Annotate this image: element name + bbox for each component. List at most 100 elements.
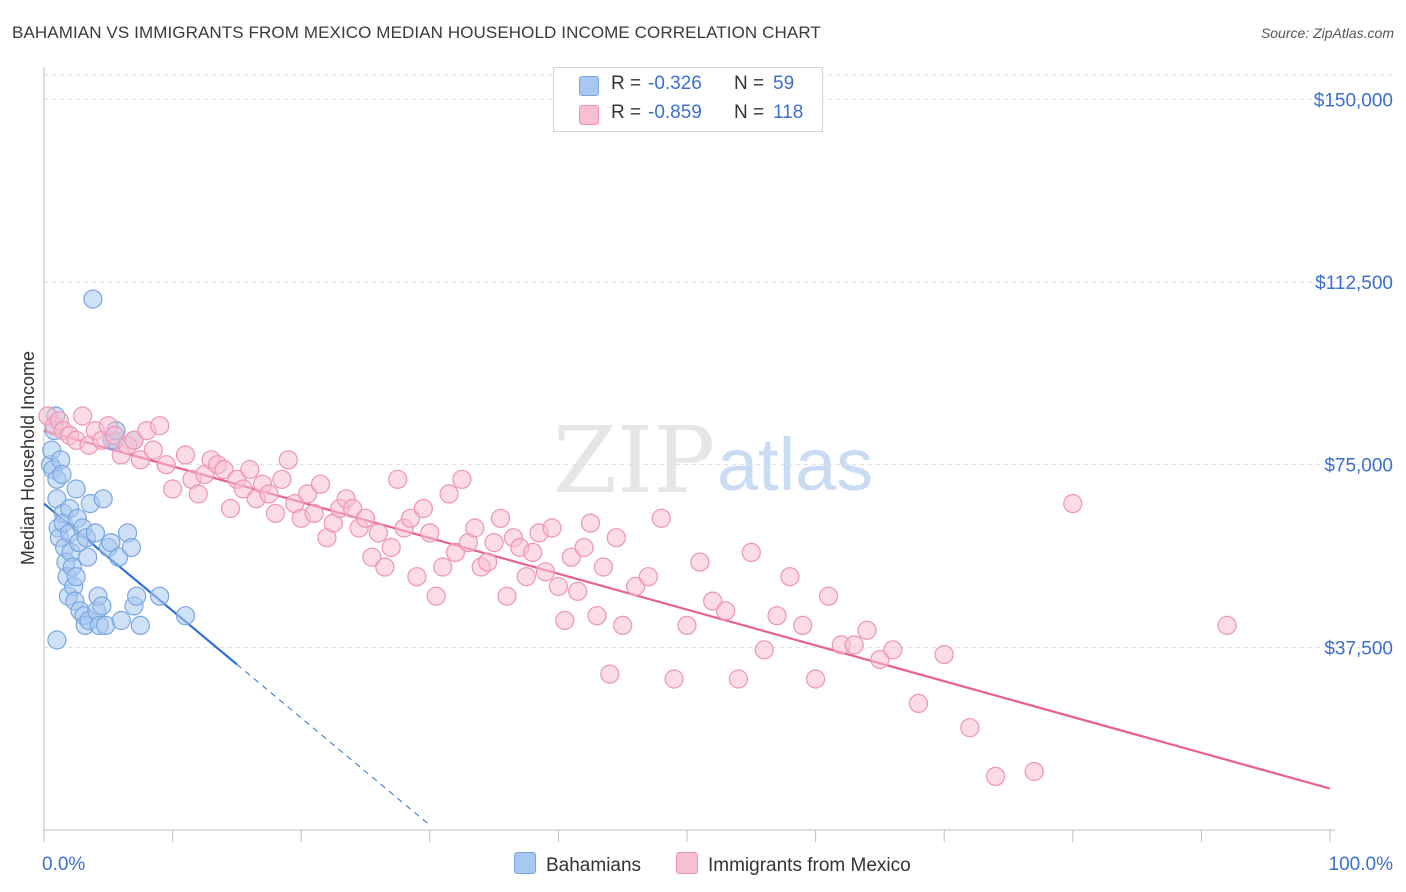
gridlines [44,74,1395,648]
data-point [741,542,761,563]
data-point [407,567,427,587]
data-point [523,542,543,563]
data-point [413,498,433,519]
data-point [150,586,170,606]
data-point [400,508,421,528]
data-point [516,567,536,587]
data-point [111,610,131,631]
r-label: R = [611,73,642,94]
data-point [497,586,517,606]
data-point [625,576,646,597]
data-point [715,601,736,621]
data-point [214,459,234,480]
data-point [298,484,318,504]
tick-labels: $37,500 $75,000 $112,500 $150,000 0.0% 100.0% [42,90,1393,875]
data-point [593,557,614,577]
data-point [870,649,890,670]
data-point [368,523,388,543]
n-value: 59 [773,73,795,94]
r-value: -0.859 [648,102,702,123]
data-point [83,289,103,309]
y-tick-label: $112,500 [1315,273,1393,294]
data-point [272,469,292,489]
data-point [651,508,671,528]
legend-label-bahamians: Bahamians [546,855,642,876]
data-point [265,503,286,524]
data-point [175,606,196,626]
data-point [767,606,787,626]
legend-swatch-mexico [579,105,599,125]
data-point [156,455,176,475]
data-point [130,615,150,636]
data-point [381,537,401,558]
data-point [793,615,813,636]
data-point [568,581,588,601]
data-point [130,450,150,470]
data-point [163,479,183,499]
correlation-legend: R = -0.326 N = 59 R = -0.859 N = 118 [553,67,823,132]
data-point [600,664,620,684]
legend-swatch-mexico [676,852,698,874]
y-tick-label: $150,000 [1314,90,1393,111]
data-point [535,562,556,582]
data-point [548,576,569,597]
data-point [92,596,112,616]
data-point [278,450,298,470]
data-point [240,459,260,480]
data-point [78,547,98,567]
data-point [606,528,626,548]
data-point [85,523,106,543]
data-point [124,430,144,450]
data-point [805,669,826,689]
legend-item-mexico[interactable]: Immigrants from Mexico [676,852,911,877]
data-point [728,669,749,689]
data-point [343,498,363,519]
data-point [484,532,504,553]
x-tick-label-min: 0.0% [42,854,85,875]
data-point [52,464,72,484]
data-point [66,567,86,587]
data-point [426,586,446,606]
data-point [259,484,279,504]
watermark-zip: ZIP [553,407,715,514]
data-point [677,615,697,636]
data-point [1024,761,1044,782]
data-point [574,537,594,558]
data-point [355,508,376,528]
data-point [754,640,774,660]
data-point [664,669,684,689]
data-point [108,547,129,567]
data-point [542,518,562,538]
data-point [388,469,408,489]
data-point [985,766,1006,787]
r-value: -0.326 [648,73,702,94]
data-point [465,518,485,538]
data-point [703,591,723,611]
data-point [490,508,511,528]
data-point [304,503,324,524]
data-point [587,606,607,626]
data-point [150,416,170,436]
data-point [452,469,472,489]
data-point [375,557,395,577]
n-label: N = [734,102,765,123]
data-point [105,425,125,446]
data-point [908,693,929,714]
data-point [818,586,839,606]
y-tick-label: $37,500 [1324,638,1393,659]
chart-source: Source: ZipAtlas.com [1260,25,1394,41]
data-point [439,484,459,504]
data-point [72,406,93,426]
data-point [433,557,453,577]
data-point [188,484,208,504]
data-point [66,479,86,499]
data-point [220,498,241,519]
legend-label-mexico: Immigrants from Mexico [708,855,911,876]
data-point [362,547,382,567]
chart-title: BAHAMIAN VS IMMIGRANTS FROM MEXICO MEDIA… [12,23,821,42]
legend-item-bahamians[interactable]: Bahamians [514,852,641,877]
watermark: ZIP atlas [553,407,873,514]
data-point [1063,494,1083,514]
data-point [638,567,659,587]
